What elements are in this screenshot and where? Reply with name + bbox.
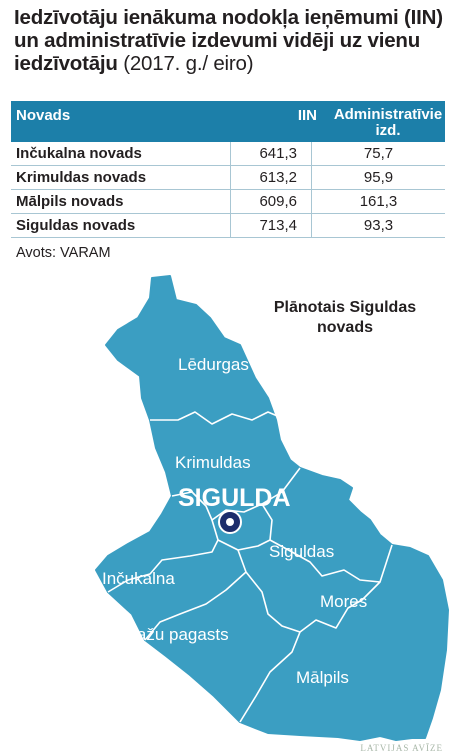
header-novads: Novads (16, 107, 71, 124)
center-label-sigulda: SIGULDA (178, 484, 291, 512)
cell-admin: 93,3 (363, 217, 394, 234)
table-header: Novads IIN Administratīvie izd. (11, 101, 445, 142)
infographic-title: Iedzīvotāju ienākuma nodokļa ieņēmumi (I… (14, 6, 444, 75)
region-label-krimuldas: Krimuldas (175, 453, 251, 472)
region-label-siguldas: Siguldas (269, 542, 334, 561)
title-main: Iedzīvotāju ienākuma nodokļa ieņēmumi (I… (14, 6, 443, 75)
header-admin: Administratīvie izd. (333, 106, 443, 139)
cell-novads: Krimuldas novads (16, 169, 147, 186)
cell-novads: Inčukalna novads (16, 145, 142, 162)
data-table: Novads IIN Administratīvie izd. Inčukaln… (11, 101, 445, 238)
county-area (95, 275, 449, 741)
cell-iin: 613,2 (230, 166, 312, 189)
cell-iin: 713,4 (230, 214, 312, 237)
cell-iin: 609,6 (230, 190, 312, 213)
table-row: Inčukalna novads 641,3 75,7 (11, 142, 445, 166)
table-row: Mālpils novads 609,6 161,3 (11, 190, 445, 214)
cell-admin: 75,7 (363, 145, 394, 162)
region-label-incukalna: Inčukalna (102, 569, 175, 588)
region-label-mores: Mores (320, 592, 367, 611)
header-iin: IIN (297, 107, 317, 124)
cell-novads: Mālpils novads (16, 193, 124, 210)
cell-admin: 95,9 (363, 169, 394, 186)
source-note: Avots: VARAM (16, 245, 111, 261)
cell-admin: 161,3 (359, 193, 398, 210)
table-row: Siguldas novads 713,4 93,3 (11, 214, 445, 238)
region-label-malpils: Mālpils (296, 668, 349, 687)
table-row: Krimuldas novads 613,2 95,9 (11, 166, 445, 190)
map-heading: Plānotais Siguldas novads (273, 299, 417, 336)
publisher-credit: LATVIJAS AVĪZE (360, 743, 443, 753)
region-label-ledurgas: Lēdurgas (178, 355, 249, 374)
title-suffix: (2017. g./ eiro) (123, 52, 254, 75)
region-label-allazu: Allažu pagasts (118, 625, 229, 644)
cell-novads: Siguldas novads (16, 217, 136, 234)
cell-iin: 641,3 (230, 142, 312, 165)
city-marker-dot (226, 518, 234, 526)
region-borders (107, 411, 393, 723)
